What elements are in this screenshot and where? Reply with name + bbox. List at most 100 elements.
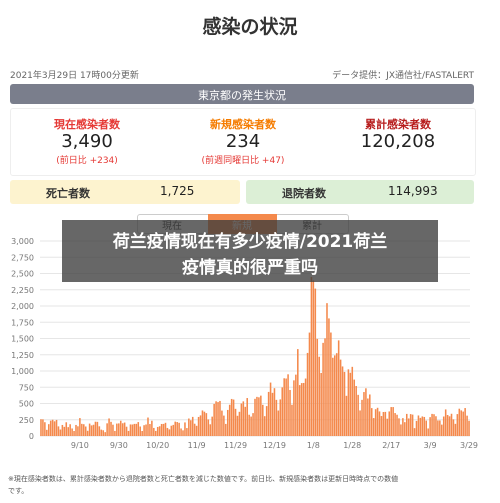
x-tick-label: 1/28 — [343, 441, 361, 450]
bar — [367, 398, 369, 436]
bar — [96, 421, 99, 436]
bar — [88, 423, 91, 436]
bar — [217, 402, 219, 436]
bar — [339, 359, 342, 436]
bar — [223, 415, 225, 436]
bar — [51, 419, 54, 436]
bar — [147, 417, 149, 436]
bar — [238, 411, 241, 436]
y-tick-label: 250 — [19, 416, 34, 425]
bar — [396, 414, 398, 436]
bar — [61, 424, 64, 436]
bar — [176, 422, 178, 436]
bar — [250, 416, 252, 436]
bar — [201, 410, 204, 436]
bar — [390, 407, 392, 436]
bar — [234, 408, 237, 436]
bar — [119, 420, 122, 436]
bar — [337, 340, 340, 436]
bar — [289, 389, 291, 436]
bar — [423, 416, 426, 436]
bar — [125, 426, 128, 436]
bar — [372, 418, 375, 436]
bar — [415, 420, 418, 436]
bar — [468, 420, 470, 436]
bar — [195, 425, 198, 436]
x-tick-label: 2/17 — [382, 441, 400, 450]
bar — [314, 288, 317, 436]
bar — [84, 426, 87, 436]
bar — [370, 408, 373, 436]
bar — [71, 428, 73, 436]
bar — [178, 422, 180, 436]
bar — [394, 413, 396, 436]
bar — [199, 415, 202, 436]
bar — [361, 399, 363, 436]
bar — [166, 427, 169, 436]
bar — [316, 338, 319, 436]
bar — [129, 424, 132, 436]
bar — [69, 424, 71, 436]
bar — [355, 386, 357, 436]
bar — [302, 382, 305, 436]
y-tick-label: 1,250 — [11, 351, 34, 360]
bar — [326, 303, 328, 436]
bar — [123, 422, 126, 436]
bar — [141, 430, 143, 436]
bar — [419, 417, 422, 436]
bar — [293, 380, 295, 436]
bar — [374, 409, 377, 436]
bar — [357, 394, 359, 436]
bar — [79, 418, 81, 436]
bar — [248, 414, 250, 436]
overlay-text: 荷兰疫情现在有多少疫情/2021荷兰 — [112, 232, 388, 252]
bar — [114, 430, 116, 436]
bar — [188, 418, 190, 436]
bar — [343, 371, 346, 436]
bar — [345, 395, 348, 436]
y-tick-label: 500 — [19, 400, 34, 409]
bar — [137, 422, 140, 436]
bar — [442, 416, 445, 436]
bar — [335, 353, 338, 436]
bar — [162, 423, 165, 436]
bar — [242, 401, 245, 436]
bar — [306, 352, 309, 436]
bar — [191, 416, 194, 436]
bar — [448, 416, 451, 436]
bar — [376, 407, 379, 436]
bar — [213, 403, 215, 436]
bar — [291, 404, 293, 436]
bar — [398, 418, 400, 436]
bar — [203, 411, 206, 436]
bar — [86, 430, 89, 436]
bar — [452, 419, 455, 436]
bar — [308, 332, 311, 436]
footnote: です。 — [8, 487, 29, 495]
bar — [466, 415, 468, 436]
bar — [388, 411, 391, 436]
bar — [112, 424, 114, 436]
bar — [211, 416, 213, 436]
bar — [172, 424, 175, 436]
bar — [421, 416, 424, 436]
bar — [73, 430, 75, 436]
bar — [417, 415, 420, 436]
bar — [226, 409, 229, 436]
bar — [349, 372, 352, 436]
bar — [380, 416, 383, 436]
x-tick-label: 3/29 — [460, 441, 478, 450]
bar — [333, 355, 336, 436]
bar — [106, 423, 108, 436]
x-tick-label: 10/20 — [146, 441, 169, 450]
bar — [450, 413, 453, 436]
y-tick-label: 0 — [29, 432, 34, 441]
bar — [279, 399, 282, 436]
bar — [221, 410, 223, 436]
updated: 2021年3月29日 17時00分更新 — [10, 71, 139, 81]
bar — [300, 383, 303, 436]
bar — [116, 423, 118, 436]
stat-label: 現在感染者数 — [54, 118, 120, 131]
summary-label: 死亡者数 — [46, 187, 90, 200]
